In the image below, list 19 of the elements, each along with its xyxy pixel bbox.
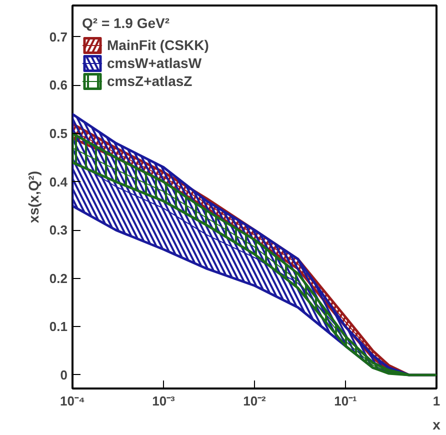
y-axis-title: xs(x,Q²) <box>25 170 42 224</box>
y-tick-label: 0.1 <box>49 319 68 334</box>
x-tick-label: 10⁻⁴ <box>60 394 85 408</box>
legend-title: Q² = 1.9 GeV² <box>82 15 171 31</box>
y-tick-label: 0.5 <box>49 126 68 141</box>
y-tick-label: 0.7 <box>49 29 68 44</box>
legend-label: cmsZ+atlasZ <box>107 72 192 90</box>
x-tick-label: 10⁻³ <box>152 394 176 408</box>
y-tick-label: 0 <box>60 367 68 382</box>
x-tick-label: 10⁻¹ <box>334 394 357 408</box>
x-axis-title: x <box>432 416 441 432</box>
legend-label: cmsW+atlasW <box>107 54 202 72</box>
y-tick-label: 0.3 <box>49 222 68 238</box>
legend-label: MainFit (CSKK) <box>107 36 209 54</box>
x-tick-label: 10⁻² <box>243 394 267 408</box>
y-tick-label: 0.6 <box>49 78 68 93</box>
y-tick-label: 0.2 <box>49 270 68 286</box>
x-tick-label: 1 <box>432 394 440 408</box>
y-tick-label: 0.4 <box>49 174 68 190</box>
